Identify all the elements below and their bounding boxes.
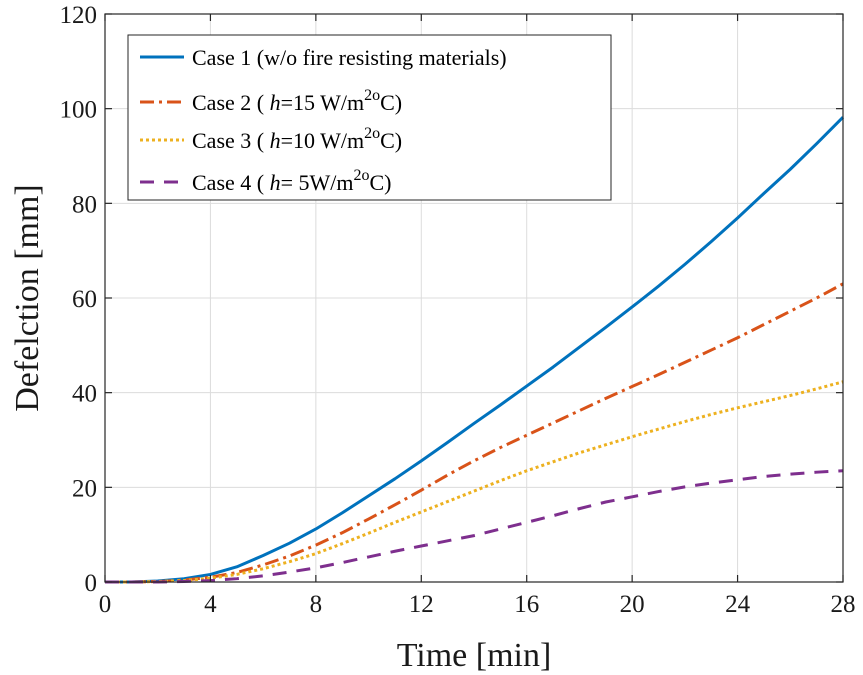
series-line-case-3 <box>105 380 844 584</box>
x-tick-label: 0 <box>99 591 112 618</box>
y-tick-label: 40 <box>72 381 97 408</box>
legend-label-case-3: Case 3 ( h=10 W/m2oC) <box>192 125 402 153</box>
legend-label-case-1: Case 1 (w/o fire resisting materials) <box>192 45 507 70</box>
legend-label-case-4: Case 4 ( h= 5W/m2oC) <box>192 167 392 195</box>
x-tick-label: 16 <box>514 591 539 618</box>
x-tick-label: 8 <box>310 591 323 618</box>
x-axis-title: Time [min] <box>397 637 552 674</box>
series-lines <box>105 116 845 584</box>
x-tick-label: 12 <box>409 591 434 618</box>
y-axis-title: Defelction [mm] <box>9 184 46 412</box>
x-tick-label: 4 <box>204 591 217 618</box>
y-tick-label: 20 <box>72 475 97 502</box>
series-line-case-1 <box>105 116 845 584</box>
y-tick-label: 60 <box>72 286 97 313</box>
y-tick-label: 100 <box>60 97 98 124</box>
x-tick-label: 28 <box>831 591 856 618</box>
series-line-case-2 <box>105 282 844 584</box>
x-tick-label: 24 <box>725 591 751 618</box>
series-line-case-4 <box>105 469 844 584</box>
axis-ticks <box>104 13 844 583</box>
y-tick-label: 80 <box>72 191 97 218</box>
legend-label-case-2: Case 2 ( h=15 W/m2oC) <box>192 87 402 115</box>
tick-labels: 0 4 8 12 16 20 24 28 0 20 40 60 80 100 120 <box>60 2 856 618</box>
legend-entries: Case 1 (w/o fire resisting materials) Cas… <box>140 45 507 195</box>
x-tick-label: 20 <box>620 591 645 618</box>
legend-box <box>127 34 612 201</box>
y-tick-label: 120 <box>60 2 98 29</box>
y-tick-label: 0 <box>85 570 98 597</box>
legend: Case 1 (w/o fire resisting materials) Cas… <box>127 34 612 201</box>
